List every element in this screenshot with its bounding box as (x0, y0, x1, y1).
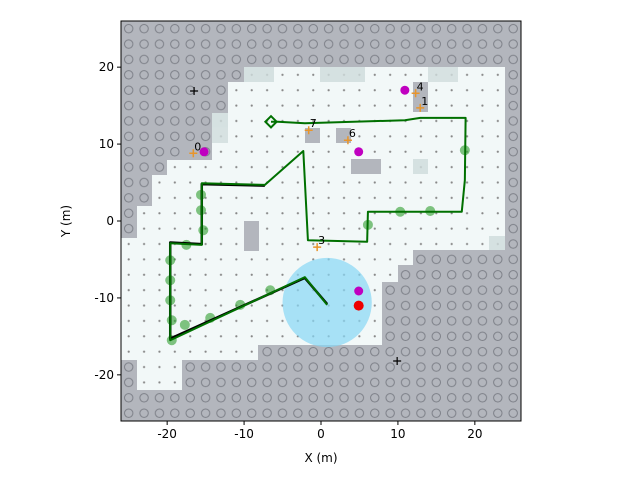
pose-marker (179, 319, 190, 330)
start-marker (263, 114, 279, 129)
landmark-label: 6 (349, 127, 356, 140)
x-tick-label: 0 (317, 427, 325, 441)
cross-marker (190, 87, 199, 95)
free-area (121, 67, 505, 390)
y-tick-label: 20 (99, 60, 114, 74)
landmark-label: 1 (421, 95, 428, 108)
landmark-label: 0 (194, 140, 201, 153)
estimate-path (169, 116, 467, 342)
magenta-point (354, 286, 364, 296)
magenta-point (400, 85, 410, 95)
landmark (343, 136, 352, 145)
landmark-label: 7 (310, 117, 317, 130)
cross-marker (393, 357, 402, 365)
uncertain-cells (212, 67, 505, 250)
x-axis-label: X (m) (304, 451, 337, 465)
occupancy-map (121, 21, 521, 421)
landmark (313, 243, 322, 252)
x-tick-label: -20 (157, 427, 177, 441)
landmark (304, 126, 313, 135)
magenta-point (199, 147, 209, 157)
y-axis-label: Y (m) (59, 205, 73, 238)
y-tick-label: -10 (94, 291, 114, 305)
landmark (416, 103, 425, 112)
landmark (411, 89, 420, 98)
y-tick-label: 10 (99, 137, 114, 151)
landmark (189, 149, 198, 158)
x-tick-label: 20 (467, 427, 482, 441)
landmark-label: 3 (318, 234, 325, 247)
landmark-label: 4 (417, 80, 424, 93)
robot-position (353, 300, 364, 311)
x-tick-label: -10 (234, 427, 254, 441)
magenta-point (354, 147, 364, 157)
y-tick-label: 0 (106, 214, 114, 228)
pose-marker (198, 225, 209, 236)
pose-marker (166, 315, 177, 326)
plot-layer: 0 1 3 4 6 7 (165, 80, 470, 365)
x-tick-label: 10 (390, 427, 405, 441)
y-tick-label: -20 (94, 368, 114, 382)
